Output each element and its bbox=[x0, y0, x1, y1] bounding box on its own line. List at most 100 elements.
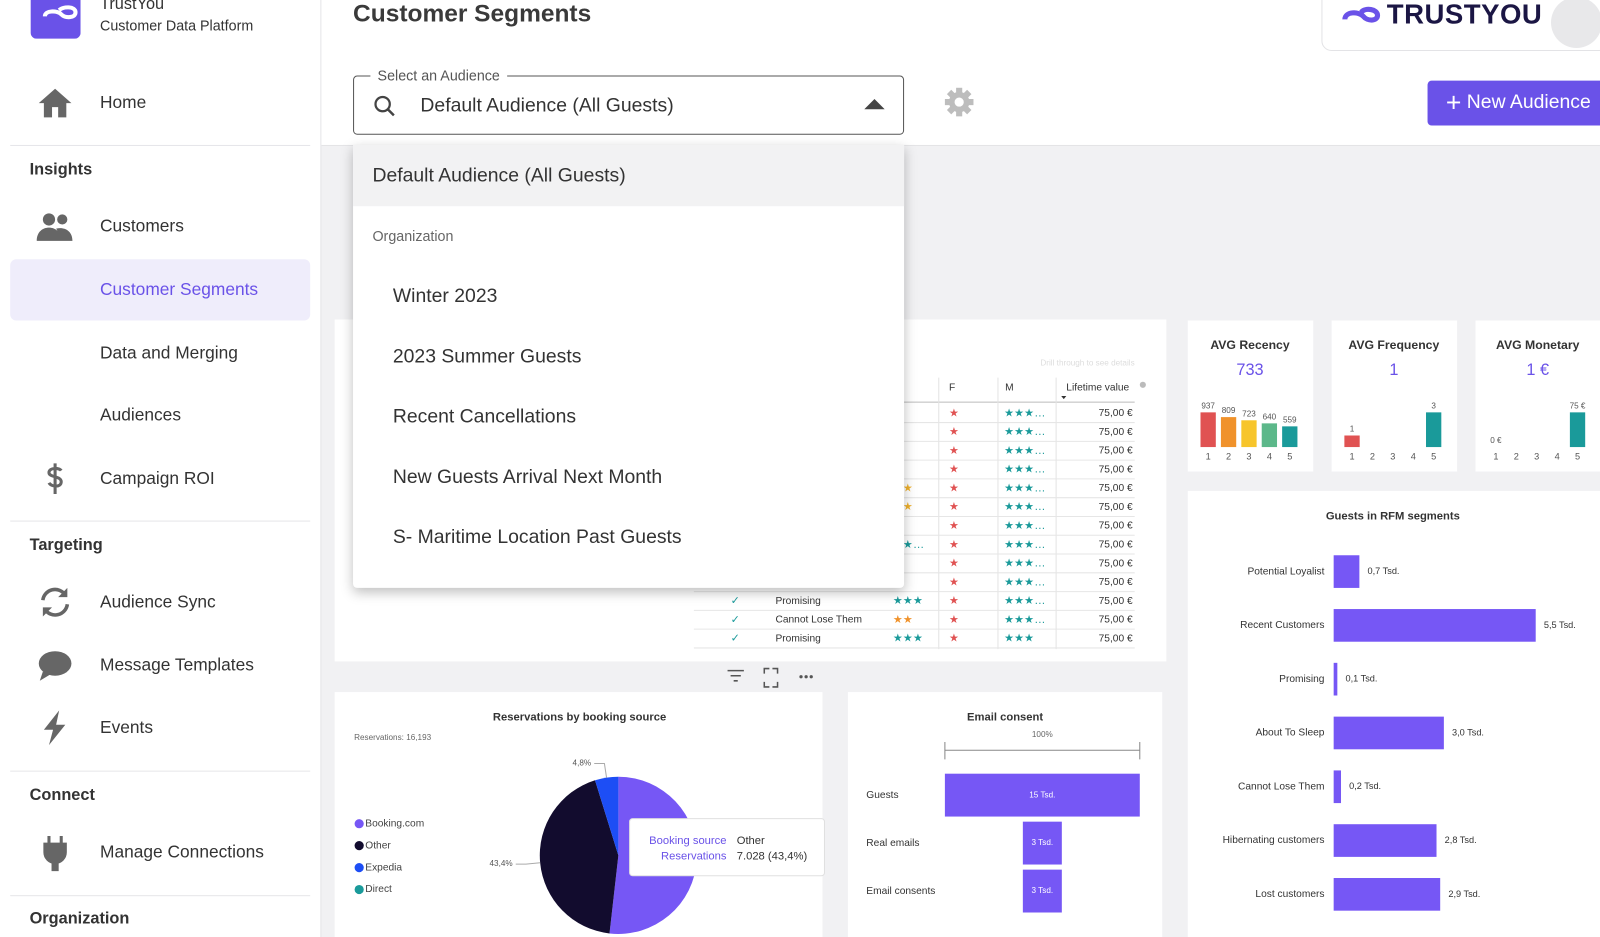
avatar[interactable] bbox=[1551, 0, 1600, 48]
sort-arrow bbox=[1061, 396, 1067, 400]
category-label: Real emails bbox=[866, 838, 919, 849]
kpi-value: 733 bbox=[1236, 361, 1263, 379]
kpi-bar-label: 640 bbox=[1263, 412, 1277, 421]
value-label: 0,2 Tsd. bbox=[1349, 781, 1381, 791]
settings-icon[interactable] bbox=[944, 87, 975, 118]
tooltip-key: Booking source bbox=[649, 835, 726, 847]
page-title: Customer Segments bbox=[353, 0, 592, 28]
selected-option[interactable]: Default Audience (All Guests) bbox=[372, 165, 626, 187]
chart-subtitle: Reservations: 16,193 bbox=[354, 733, 432, 742]
option[interactable]: S- Maritime Location Past Guests bbox=[392, 526, 682, 549]
filter-icon[interactable] bbox=[727, 669, 744, 682]
button-label: New Audience bbox=[1466, 91, 1591, 114]
divider bbox=[10, 144, 311, 146]
kpi-bar bbox=[1344, 435, 1360, 448]
lifetime-value: 75,00 € bbox=[1099, 577, 1133, 588]
nav-item[interactable]: Manage Connections bbox=[99, 842, 264, 862]
divider bbox=[10, 770, 311, 772]
funnel-bar bbox=[1022, 821, 1062, 865]
m-stars: ★★★… bbox=[1004, 614, 1045, 626]
legend-dot bbox=[354, 863, 364, 873]
plus-icon: + bbox=[1445, 86, 1462, 118]
category-label: Hibernating customers bbox=[1223, 835, 1325, 846]
kpi-x-label: 2 bbox=[1226, 452, 1231, 462]
m-stars: ★★★… bbox=[1004, 501, 1045, 513]
f-stars: ★ bbox=[949, 520, 959, 532]
lifetime-value: 75,00 € bbox=[1099, 502, 1133, 513]
nav-section: Organization bbox=[29, 910, 130, 928]
lifetime-value: 75,00 € bbox=[1099, 596, 1133, 607]
kpi-x-label: 3 bbox=[1246, 452, 1251, 462]
brand-box: TRUSTYOU bbox=[1321, 0, 1600, 52]
chart-title: Guests in RFM segments bbox=[1326, 510, 1460, 522]
segment-cell: Promising bbox=[776, 596, 822, 607]
m-stars: ★★★… bbox=[1004, 539, 1045, 551]
rfm-card bbox=[1187, 490, 1600, 937]
chart-title: Email consent bbox=[967, 712, 1043, 724]
m-stars: ★★★… bbox=[1004, 426, 1045, 438]
lifetime-value: 75,00 € bbox=[1099, 633, 1133, 644]
customers-icon bbox=[36, 213, 73, 241]
option[interactable]: Recent Cancellations bbox=[392, 406, 577, 428]
audience-select[interactable]: Default Audience (All Guests) bbox=[353, 75, 905, 135]
kpi-x-label: 5 bbox=[1575, 452, 1580, 462]
f-stars: ★ bbox=[949, 633, 959, 645]
nav-item[interactable]: Home bbox=[99, 92, 147, 113]
label-leader bbox=[594, 763, 608, 778]
expand-icon[interactable] bbox=[763, 667, 779, 688]
nav-item[interactable]: Customer Segments bbox=[99, 279, 259, 300]
category-label: Potential Loyalist bbox=[1247, 566, 1324, 577]
plug-icon bbox=[43, 835, 67, 872]
nav-item[interactable]: Audiences bbox=[99, 405, 182, 425]
brand-logo bbox=[30, 0, 81, 39]
kpi-bar bbox=[1220, 417, 1237, 448]
nav-item[interactable]: Data and Merging bbox=[99, 342, 238, 363]
kpi-x-label: 5 bbox=[1431, 452, 1436, 462]
new-audience-button[interactable]: + New Audience bbox=[1427, 80, 1600, 126]
active-highlight bbox=[10, 259, 311, 321]
nav-section: Insights bbox=[29, 161, 93, 179]
nav-item[interactable]: Customers bbox=[99, 216, 184, 236]
consent-check: ✓ bbox=[731, 595, 740, 607]
category-label: Email consents bbox=[866, 886, 935, 897]
bar bbox=[1333, 662, 1338, 696]
m-stars: ★★★… bbox=[1004, 595, 1045, 607]
nav-item[interactable]: Message Templates bbox=[99, 655, 254, 675]
select-label: Select an Audience bbox=[370, 67, 508, 84]
kpi-bar bbox=[1241, 420, 1257, 448]
lifetime-value: 75,00 € bbox=[1099, 483, 1133, 494]
more-icon[interactable] bbox=[799, 675, 813, 679]
kpi-bar bbox=[1282, 426, 1298, 448]
kpi-title: AVG Recency bbox=[1210, 338, 1290, 352]
lifetime-value: 75,00 € bbox=[1099, 615, 1133, 626]
f-stars: ★ bbox=[949, 558, 959, 570]
m-stars: ★★★… bbox=[1004, 482, 1045, 494]
label-leader bbox=[515, 862, 541, 865]
nav-item[interactable]: Events bbox=[99, 717, 154, 737]
nav-item[interactable]: Audience Sync bbox=[99, 592, 216, 612]
f-stars: ★ bbox=[949, 426, 959, 438]
legend-label: Other bbox=[365, 840, 391, 851]
kpi-x-label: 3 bbox=[1390, 452, 1395, 462]
column-header: Lifetime value bbox=[1066, 383, 1129, 394]
column-header: F bbox=[949, 383, 955, 394]
caret-up bbox=[864, 99, 885, 110]
option[interactable]: Winter 2023 bbox=[392, 285, 498, 308]
bar bbox=[1333, 555, 1360, 588]
m-stars: ★★★… bbox=[1004, 445, 1045, 457]
legend-dot bbox=[354, 841, 364, 851]
sidebar: TrustYou Customer Data Platform Home Ins… bbox=[0, 0, 322, 937]
kpi-bar bbox=[1200, 412, 1216, 448]
kpi-bar bbox=[1426, 412, 1442, 448]
legend-dot bbox=[354, 884, 364, 895]
option[interactable]: New Guests Arrival Next Month bbox=[392, 466, 663, 488]
category-label: About To Sleep bbox=[1256, 728, 1325, 739]
brand-wordmark: TRUSTYOU bbox=[1386, 0, 1543, 30]
nav-item[interactable]: Campaign ROI bbox=[99, 468, 215, 488]
value-label: 2,9 Tsd. bbox=[1448, 889, 1480, 899]
option[interactable]: 2023 Summer Guests bbox=[392, 346, 582, 368]
funnel-bar bbox=[1022, 869, 1062, 913]
kpi-x-label: 1 bbox=[1493, 452, 1498, 462]
